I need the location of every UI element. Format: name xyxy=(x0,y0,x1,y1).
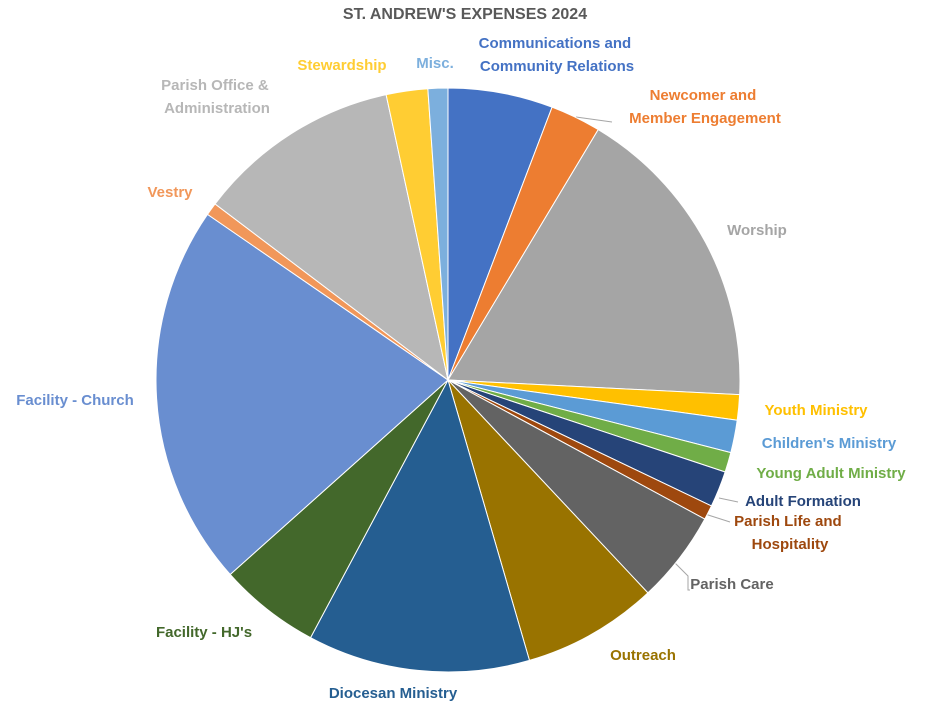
pie-slice xyxy=(447,128,741,396)
slice-label: Outreach xyxy=(610,647,676,664)
slice-label: Vestry xyxy=(147,184,193,201)
leader-line xyxy=(669,557,690,591)
leader-lines xyxy=(575,116,739,591)
slice-label: Facility - HJ's xyxy=(156,624,252,641)
slice-label: Facility - Church xyxy=(16,392,134,409)
slice-label: Stewardship xyxy=(297,57,386,74)
slice-label: Worship xyxy=(727,222,787,239)
pie-slice xyxy=(447,379,649,662)
slice-label: Misc. xyxy=(416,55,454,72)
leader-line xyxy=(704,513,731,523)
slice-label: Young Adult Ministry xyxy=(756,465,906,482)
slice-label: Parish Life and Hospitality xyxy=(734,513,846,553)
slice-label: Children's Ministry xyxy=(762,435,897,452)
pie-slice xyxy=(155,213,449,576)
pie-slice xyxy=(427,87,449,381)
chart-title: ST. ANDREW'S EXPENSES 2024 xyxy=(343,6,587,23)
pie-slice xyxy=(214,94,449,382)
slice-label: Parish Office & Administration xyxy=(161,77,273,117)
slice-label: Communications and Community Relations xyxy=(479,35,636,75)
leader-line xyxy=(718,497,739,503)
slice-label: Diocesan Ministry xyxy=(329,685,458,702)
slice-label: Youth Ministry xyxy=(764,402,868,419)
slice-label: Parish Care xyxy=(690,576,773,593)
pie-slice xyxy=(309,378,531,673)
slice-label: Newcomer and Member Engagement xyxy=(629,87,781,127)
slice-label: Adult Formation xyxy=(745,493,861,510)
leader-line xyxy=(575,116,613,123)
